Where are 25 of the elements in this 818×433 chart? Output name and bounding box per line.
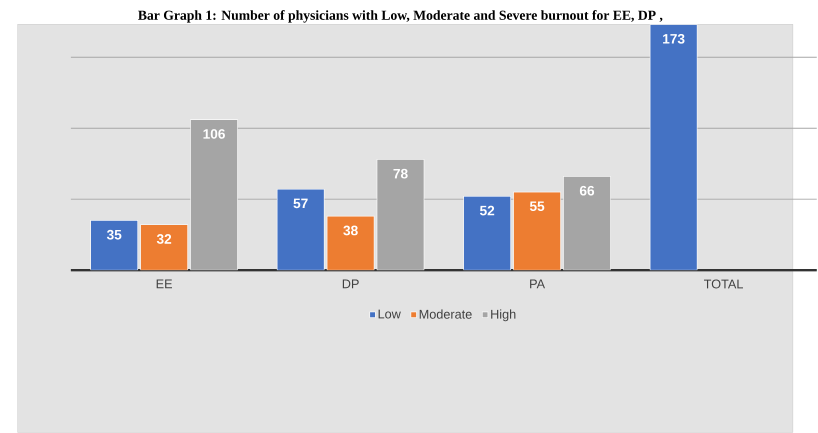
data-label: 38 [343, 225, 358, 236]
bar [276, 188, 324, 270]
chart-title: Bar Graph 1: Number of physicians with Low, Moderate and Severe burnout for EE, DP , [138, 10, 662, 22]
data-label: 55 [530, 201, 544, 211]
data-label: 57 [293, 198, 308, 208]
data-label: 78 [393, 168, 408, 178]
bar [463, 196, 511, 270]
bar [650, 24, 698, 270]
x-tick-label: TOTAL [704, 279, 743, 288]
data-label: 66 [580, 186, 594, 196]
bar [326, 216, 374, 270]
x-tick-label: DP [342, 279, 359, 288]
bar [140, 224, 188, 270]
legend-label: Moderate [420, 309, 472, 318]
bar [90, 220, 138, 270]
x-tick-label: EE [156, 279, 172, 288]
x-tick-label: PA [530, 279, 546, 288]
data-label: 52 [480, 206, 494, 216]
legend-label: High [491, 309, 516, 321]
data-label: 35 [106, 230, 122, 240]
bar [513, 192, 561, 270]
legend-label: Low [378, 309, 401, 318]
data-label: 106 [203, 128, 225, 139]
data-label: 173 [663, 34, 685, 44]
data-label: 32 [156, 234, 172, 244]
